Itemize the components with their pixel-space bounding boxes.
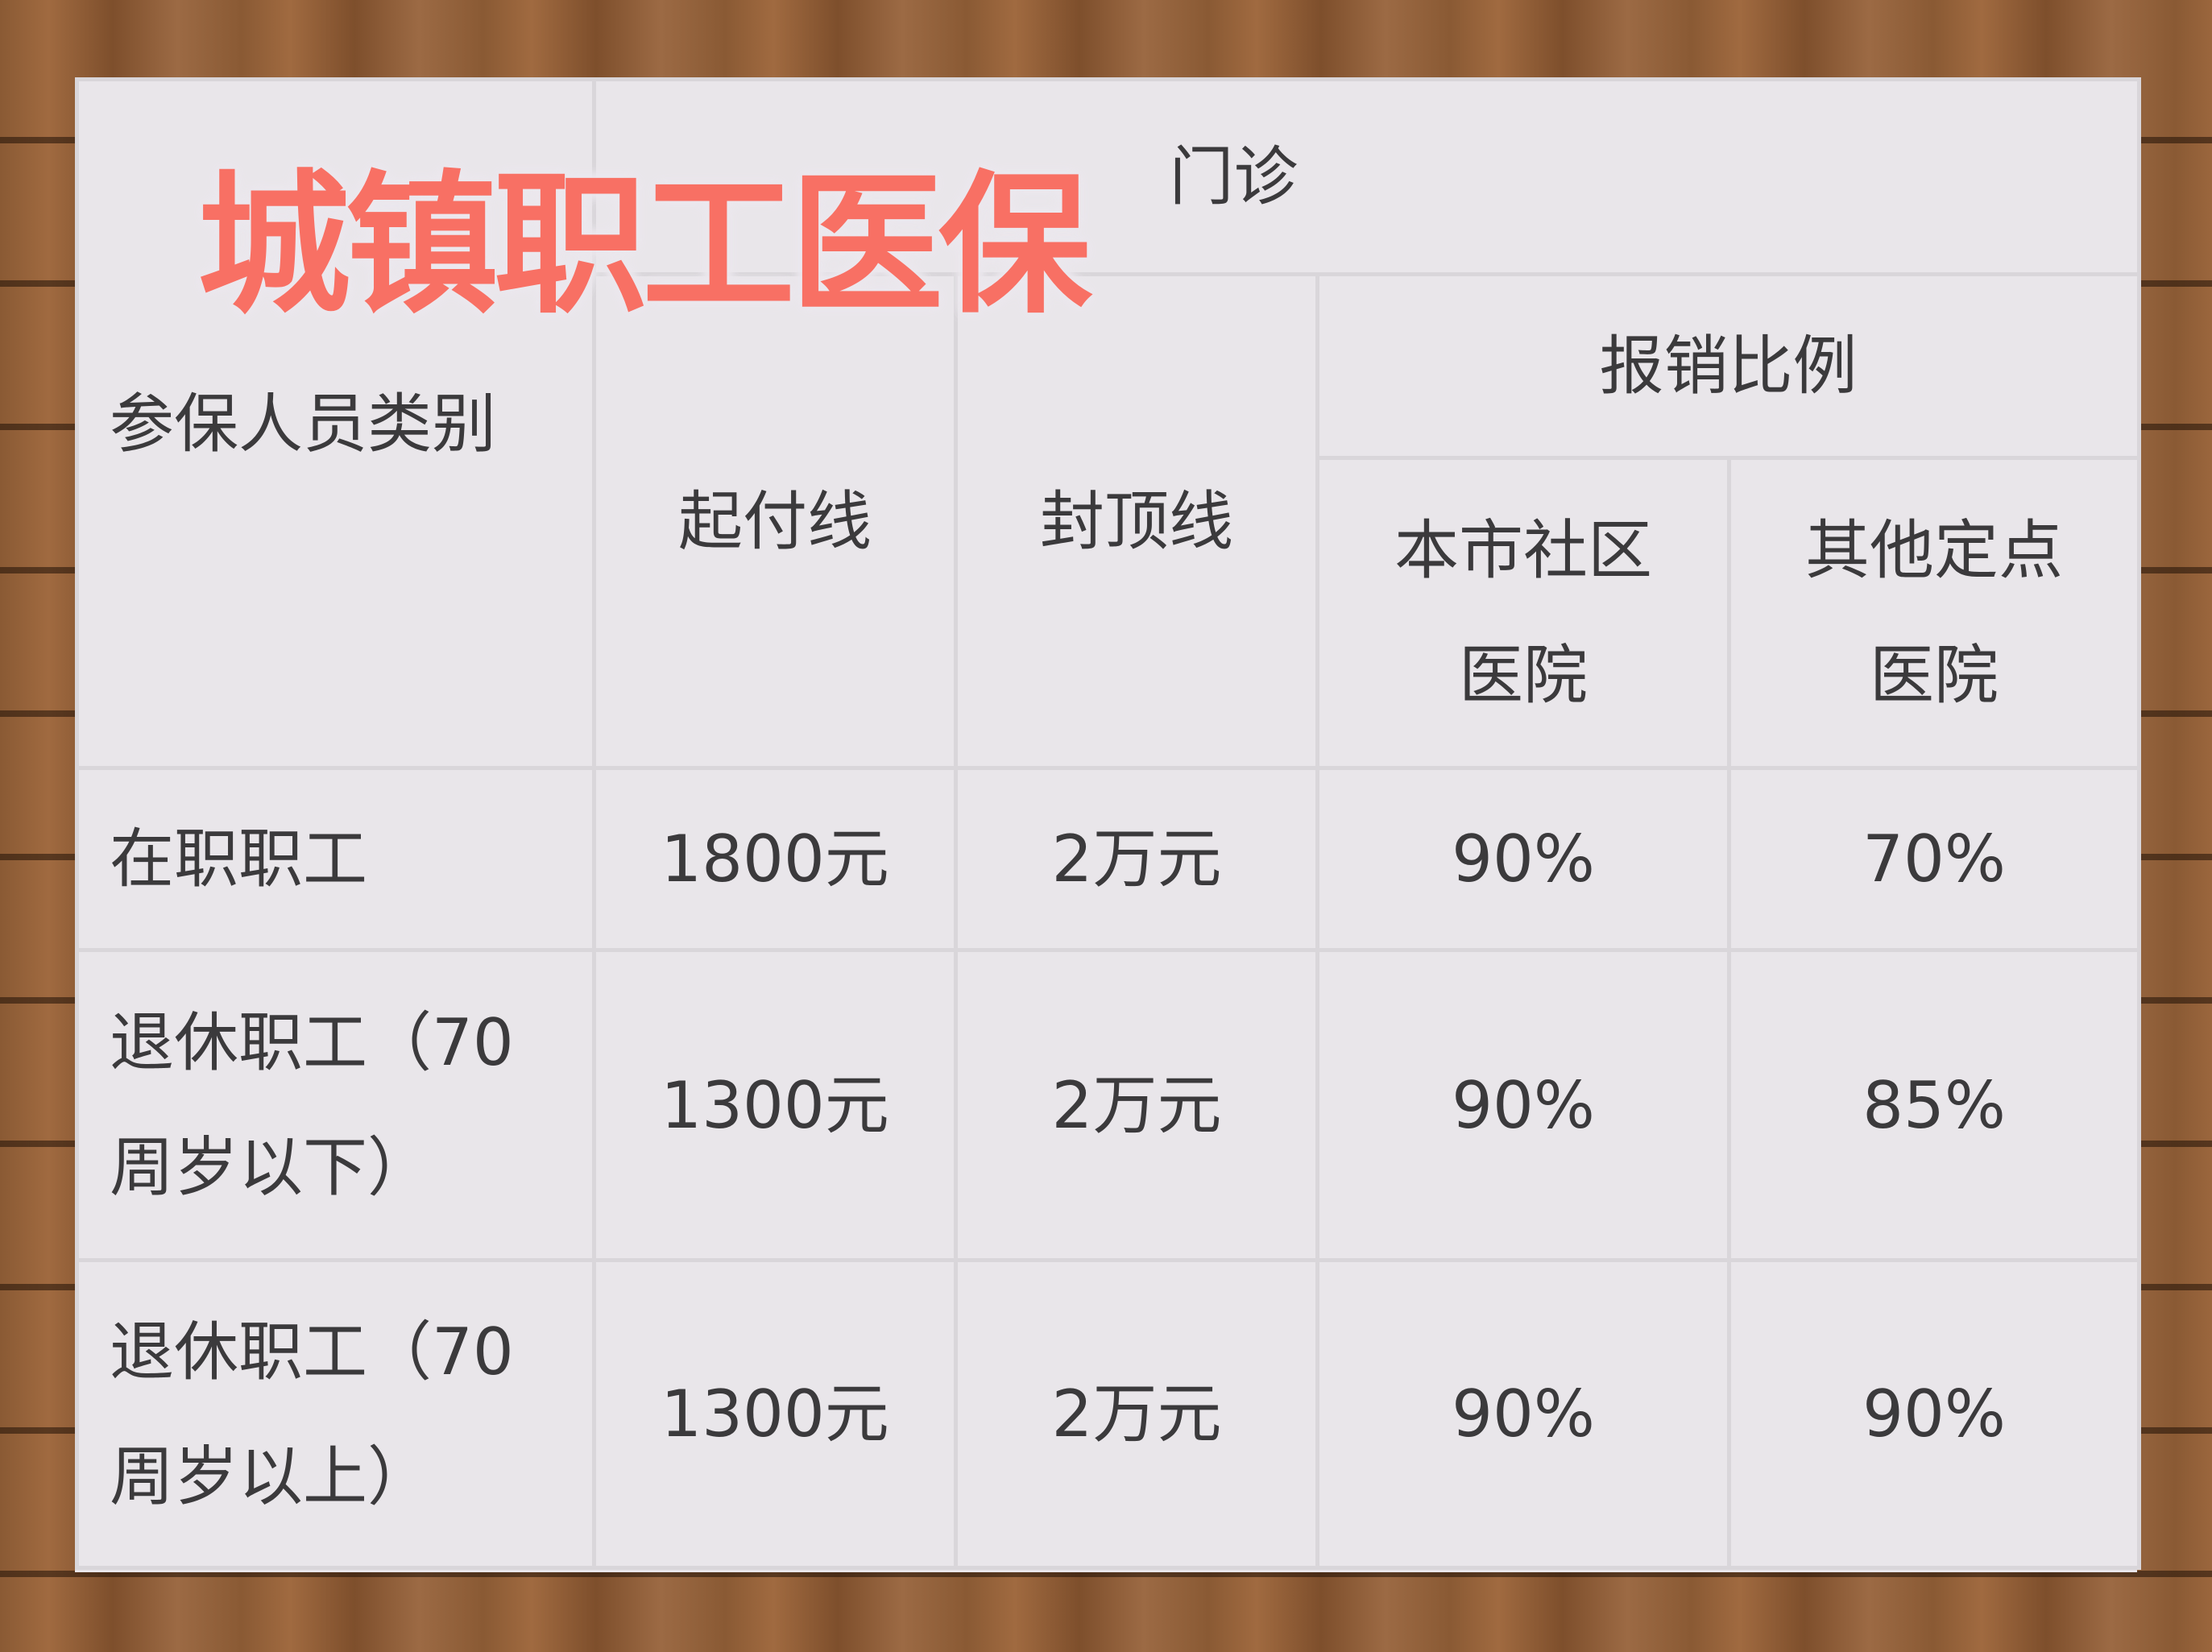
cell-local: 90% — [1315, 1258, 1731, 1570]
cell-cap: 2万元 — [954, 1258, 1319, 1570]
cell-local: 90% — [1315, 766, 1731, 952]
cell-category: 退休职工（70周岁以下） — [75, 948, 596, 1262]
header-cap: 封顶线 — [954, 272, 1319, 770]
cell-category: 退休职工（70周岁以上） — [75, 1258, 596, 1570]
cell-deductible: 1800元 — [592, 766, 958, 952]
cell-other: 90% — [1727, 1258, 2141, 1570]
header-other-designated: 其他定点医院 — [1727, 456, 2141, 770]
header-reimbursement: 报销比例 — [1315, 272, 2141, 460]
cell-cap: 2万元 — [954, 948, 1319, 1262]
table-row: 在职职工 1800元 2万元 90% 70% — [75, 766, 2141, 952]
table-row: 退休职工（70周岁以上） 1300元 2万元 90% 90% — [75, 1258, 2141, 1570]
page-title: 城镇职工医保 — [197, 156, 1092, 334]
header-category: 参保人员类别 — [75, 77, 596, 770]
insurance-table: 参保人员类别 门诊 起付线 封顶线 报销比例 本市社区医院 其他定点医院 在职职… — [75, 77, 2141, 1570]
cell-local: 90% — [1315, 948, 1731, 1262]
header-outpatient: 门诊 — [592, 77, 2141, 276]
cell-deductible: 1300元 — [592, 948, 958, 1262]
cell-other: 70% — [1727, 766, 2141, 952]
cell-other: 85% — [1727, 948, 2141, 1262]
cell-category: 在职职工 — [75, 766, 596, 952]
header-deductible: 起付线 — [592, 272, 958, 770]
cell-cap: 2万元 — [954, 766, 1319, 952]
cell-deductible: 1300元 — [592, 1258, 958, 1570]
insurance-table-card: 参保人员类别 门诊 起付线 封顶线 报销比例 本市社区医院 其他定点医院 在职职… — [75, 77, 2141, 1572]
table-row: 退休职工（70周岁以下） 1300元 2万元 90% 85% — [75, 948, 2141, 1262]
header-local-community: 本市社区医院 — [1315, 456, 1731, 770]
